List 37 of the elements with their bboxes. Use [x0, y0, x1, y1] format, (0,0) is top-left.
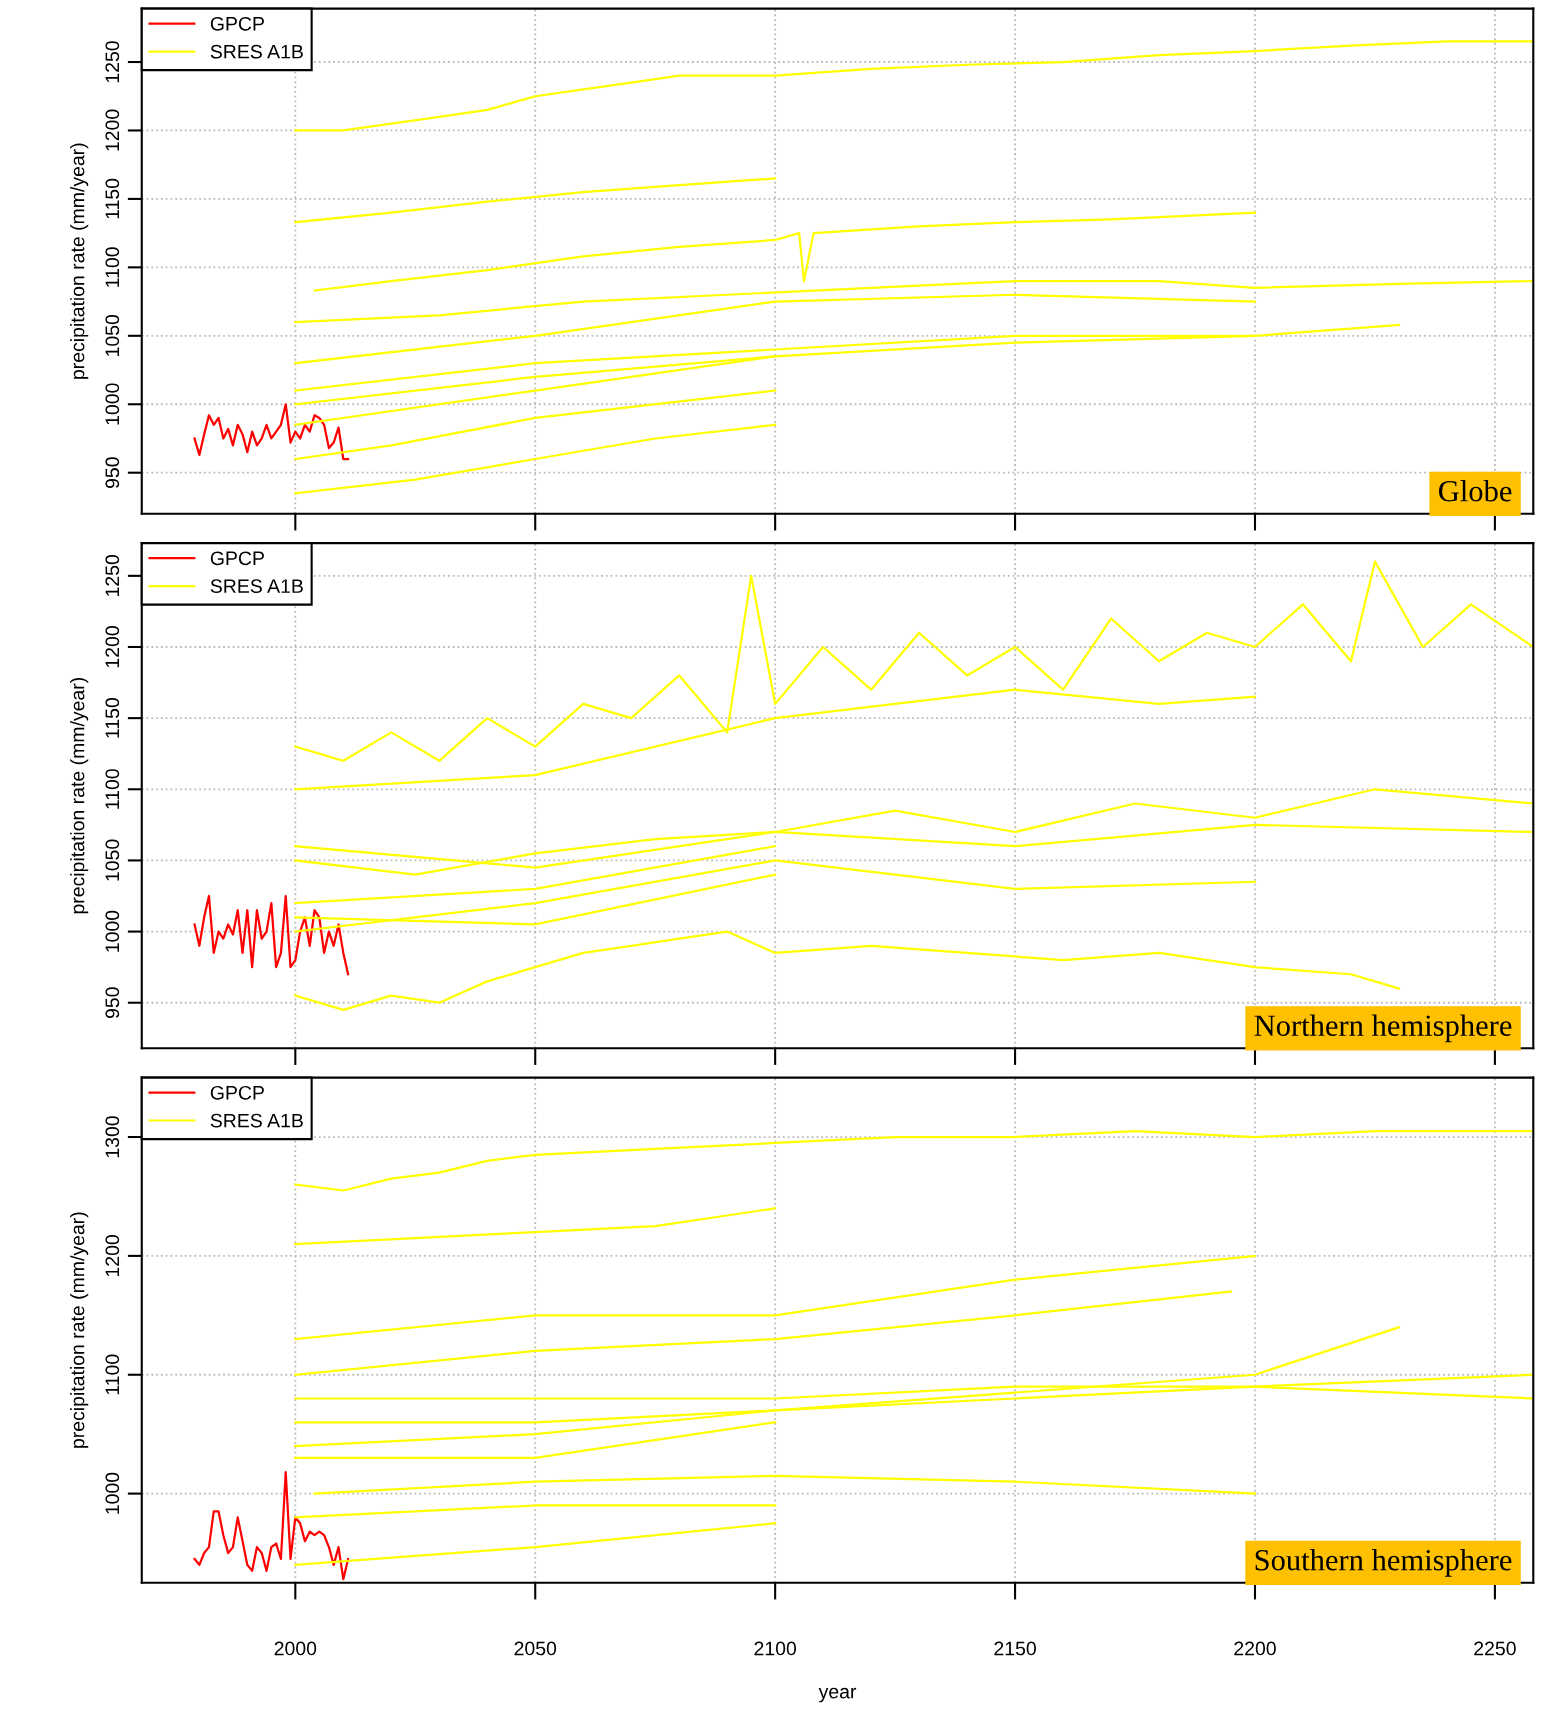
y-tick-label: 1250 [105, 41, 120, 83]
legend-label: GPCP [210, 1085, 264, 1100]
y-tick-label: 950 [105, 457, 120, 489]
y-tick-label: 1200 [105, 626, 120, 668]
y-tick-label: 1250 [105, 554, 120, 596]
y-tick-label: 1000 [105, 1472, 120, 1514]
y-tick-label: 1050 [105, 314, 120, 356]
y-axis-title: precipitation rate (mm/year) [70, 1212, 89, 1448]
legend-label: SRES A1B [210, 1113, 303, 1128]
annotation: Globe [1439, 480, 1512, 502]
y-axis-title: precipitation rate (mm/year) [70, 143, 89, 379]
x-tick-label: 2150 [994, 1641, 1036, 1656]
y-tick-label: 1000 [105, 383, 120, 425]
y-tick-label: 1050 [105, 839, 120, 881]
y-tick-label: 1150 [105, 178, 120, 219]
y-tick-label: 1200 [105, 109, 120, 151]
x-axis-title: year [818, 1687, 857, 1703]
y-tick-label: 1100 [105, 769, 120, 809]
x-tick-label: 2100 [754, 1641, 797, 1656]
x-tick-label: 2000 [274, 1641, 317, 1656]
y-tick-label: 1200 [105, 1235, 120, 1277]
annotation: Northern hemisphere [1254, 1014, 1512, 1043]
y-tick-label: 1100 [105, 1354, 120, 1395]
annotation: Southern hemisphere [1255, 1548, 1512, 1577]
y-tick-label: 1100 [105, 247, 120, 287]
y-tick-label: 1150 [105, 697, 120, 738]
legend-label: SRES A1B [210, 579, 303, 594]
y-tick-label: 950 [105, 987, 120, 1019]
x-tick-label: 2200 [1234, 1641, 1276, 1656]
legend-label: GPCP [210, 551, 264, 566]
legend-label: GPCP [210, 16, 264, 31]
x-tick-label: 2250 [1474, 1641, 1516, 1656]
y-tick-label: 1300 [105, 1116, 120, 1158]
legend-label: SRES A1B [210, 44, 303, 59]
y-axis-title: precipitation rate (mm/year) [70, 678, 89, 914]
x-tick-label: 2050 [514, 1641, 557, 1656]
y-tick-label: 1000 [105, 910, 120, 952]
